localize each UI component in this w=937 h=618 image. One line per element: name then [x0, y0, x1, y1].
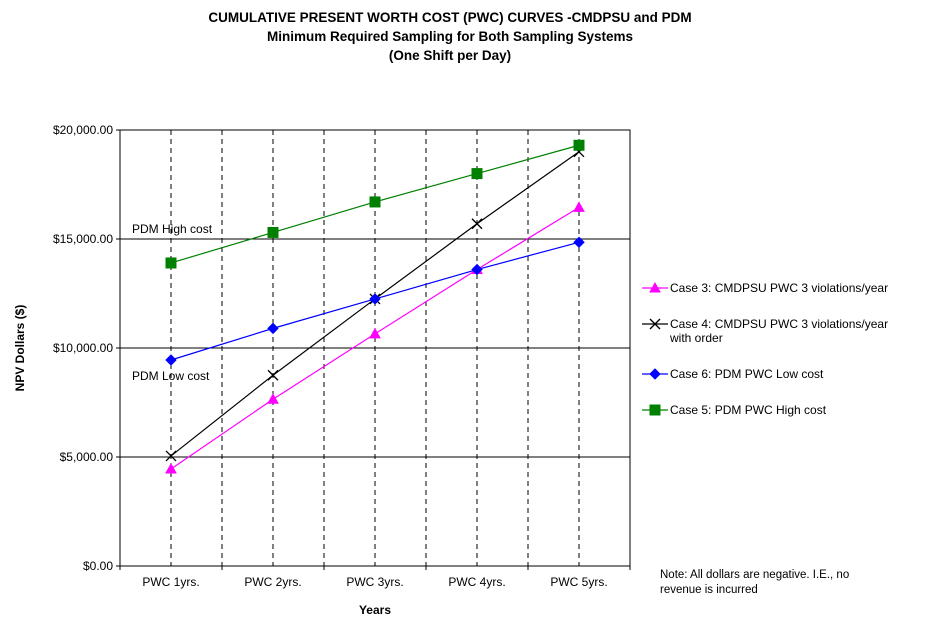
title-line-3: (One Shift per Day)	[389, 48, 511, 63]
y-axis-title: NPV Dollars ($)	[13, 305, 27, 392]
x-axis-ticks: PWC 1yrs. PWC 2yrs. PWC 3yrs. PWC 4yrs. PWC …	[119, 566, 631, 589]
legend-swatch-marker-1	[649, 318, 661, 330]
legend-entry-3: Case 5: PDM PWC High cost	[642, 403, 827, 417]
series-3-point-4	[573, 139, 585, 151]
x-tick-label: PWC 3yrs.	[346, 575, 403, 589]
y-axis-ticks: $0.00 $5,000.00 $10,000.00 $15,000.00 $20,00…	[53, 123, 120, 573]
x-axis-title: Years	[359, 603, 391, 617]
note-line-1: Note: All dollars are negative. I.E., no	[660, 569, 849, 581]
series-0-point-0	[165, 462, 177, 474]
title-line-1: CUMULATIVE PRESENT WORTH COST (PWC) CURV…	[208, 10, 691, 25]
annotation-pdm-low-cost: PDM Low cost	[132, 369, 210, 383]
annotation-pdm-high-cost: PDM High cost	[132, 222, 213, 236]
y-tick-label: $0.00	[83, 559, 113, 573]
series-2-point-2	[369, 293, 381, 305]
series-2-point-1	[267, 322, 279, 335]
series-0	[165, 201, 585, 474]
legend-swatch-marker-2	[649, 368, 661, 380]
series-2	[165, 236, 585, 366]
legend-swatch-marker-3	[649, 404, 661, 416]
legend-entry-0: Case 3: CMDPSU PWC 3 violations/year	[642, 281, 888, 295]
legend-label: Case 5: PDM PWC High cost	[670, 403, 827, 417]
series-3-point-0	[165, 257, 177, 269]
series-1-point-0-stroke-b	[165, 450, 177, 462]
y-tick-label: $5,000.00	[60, 450, 114, 464]
note: Note: All dollars are negative. I.E., no…	[660, 569, 849, 596]
title-line-2: Minimum Required Sampling for Both Sampl…	[267, 29, 633, 44]
series-0-point-4	[573, 201, 585, 212]
series-3	[165, 139, 585, 269]
x-tick-label: PWC 5yrs.	[550, 575, 607, 589]
series-0-point-1	[267, 393, 279, 404]
legend-swatch-marker-0	[649, 281, 661, 293]
x-tick-label: PWC 4yrs.	[448, 575, 505, 589]
legend-label: Case 6: PDM PWC Low cost	[670, 367, 824, 381]
legend-entry-1: Case 4: CMDPSU PWC 3 violations/yearwith…	[642, 317, 888, 345]
series-layer	[165, 139, 585, 474]
series-1-point-3	[471, 218, 483, 230]
note-line-2: revenue is incurred	[660, 584, 758, 596]
legend-entry-2: Case 6: PDM PWC Low cost	[642, 367, 824, 381]
legend-label: Case 4: CMDPSU PWC 3 violations/year	[670, 317, 888, 331]
gridlines	[120, 130, 630, 566]
y-tick-label: $10,000.00	[53, 341, 113, 355]
y-tick-label: $15,000.00	[53, 232, 113, 246]
x-tick-label: PWC 1yrs.	[142, 575, 199, 589]
series-1-point-3-stroke-b	[471, 218, 483, 230]
series-2-point-4	[573, 236, 585, 248]
series-3-point-3	[471, 168, 483, 180]
legend-label: with order	[669, 331, 723, 345]
series-0-point-2	[369, 327, 381, 339]
series-3-point-2	[369, 196, 381, 208]
legend: Case 3: CMDPSU PWC 3 violations/year Case…	[642, 281, 888, 417]
series-1-point-1	[267, 369, 279, 381]
legend-label: Case 3: CMDPSU PWC 3 violations/year	[670, 281, 888, 295]
series-1-point-0	[165, 450, 177, 462]
x-tick-label: PWC 2yrs.	[244, 575, 301, 589]
series-3-point-1	[267, 226, 279, 238]
y-tick-label: $20,000.00	[53, 123, 113, 137]
chart-title: CUMULATIVE PRESENT WORTH COST (PWC) CURV…	[208, 10, 691, 63]
legend-swatch-marker-1-stroke-b	[649, 318, 661, 330]
series-2-point-0	[165, 354, 177, 366]
series-1-point-1-stroke-b	[267, 369, 279, 381]
series-2-point-3	[471, 263, 483, 276]
